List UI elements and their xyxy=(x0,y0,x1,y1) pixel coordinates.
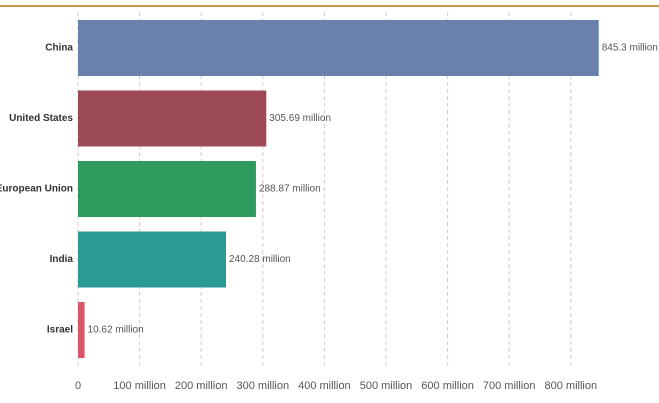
x-tick-label: 100 million xyxy=(113,380,166,392)
bar xyxy=(78,231,227,288)
bar xyxy=(78,161,256,217)
category-label: Israel xyxy=(47,325,73,336)
category-label: India xyxy=(50,254,74,265)
bar xyxy=(78,302,85,358)
x-tick-label: 700 million xyxy=(483,380,536,392)
top-rule xyxy=(0,5,659,7)
x-tick-label: 0 xyxy=(75,380,81,392)
x-tick-label: 500 million xyxy=(360,380,413,392)
value-label: 10.62 million xyxy=(88,325,144,336)
value-label: 288.87 million xyxy=(259,184,321,195)
x-tick-label: 800 million xyxy=(545,380,598,392)
x-tick-label: 400 million xyxy=(298,380,351,392)
category-label: European Union xyxy=(0,184,73,195)
x-tick-label: 200 million xyxy=(175,380,228,392)
value-label: 240.28 million xyxy=(229,254,291,265)
x-tick-label: 300 million xyxy=(237,380,290,392)
value-label: 845.3 million xyxy=(602,43,658,54)
x-tick-label: 600 million xyxy=(421,380,474,392)
category-label: United States xyxy=(9,113,73,124)
bar xyxy=(78,20,599,76)
bar xyxy=(78,90,267,147)
value-label: 305.69 million xyxy=(269,113,331,124)
category-label: China xyxy=(45,43,73,54)
